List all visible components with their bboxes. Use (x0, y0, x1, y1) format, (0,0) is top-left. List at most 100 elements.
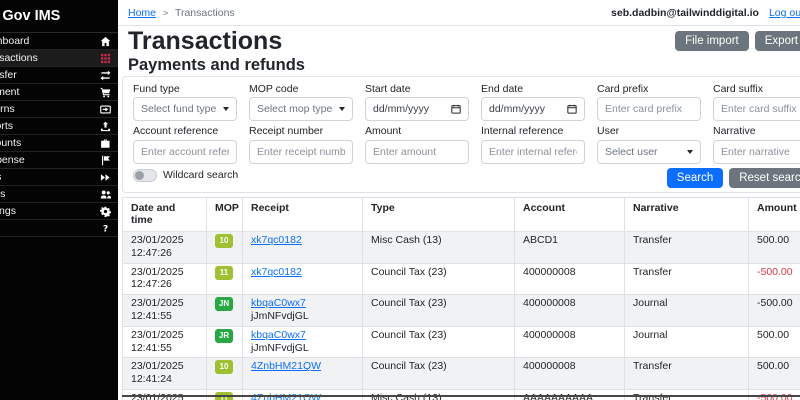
end-date-label: End date (481, 82, 524, 95)
sidebar-item-label: Transactions (0, 52, 38, 64)
card-suffix-input[interactable] (713, 97, 800, 122)
sidebar-item-imports[interactable]: Imports (0, 118, 118, 135)
sidebar-item-label: Imports (0, 120, 14, 132)
page-subtitle: Payments and refunds (128, 55, 305, 74)
account-cell: ABCD1 (514, 231, 625, 264)
receipt-number-label: Receipt number (249, 125, 324, 138)
card-suffix-field: Card suffix (713, 83, 800, 122)
fund-type-select[interactable]: Select fund type (133, 97, 237, 122)
amount-field: Amount (365, 125, 469, 164)
briefcase-icon (100, 138, 111, 149)
main-content: Home > Transactions seb.dadbin@tailwindd… (118, 0, 800, 400)
sidebar-item-help[interactable]: Help? (0, 220, 118, 237)
amount-cell: 500.00 (748, 325, 800, 359)
receipt-number-input[interactable] (249, 139, 353, 164)
sidebar-item-label: Suspense (0, 154, 25, 166)
receipt-link[interactable]: xk7qc0182 (251, 234, 302, 247)
sidebar-item-label: Settings (0, 205, 16, 217)
amount-input[interactable] (365, 139, 469, 164)
col-date-and-time: Date and time (122, 196, 207, 233)
sidebar-item-transactions[interactable]: Transactions (0, 50, 118, 67)
sidebar-item-payment[interactable]: Payment (0, 84, 118, 101)
app-brand: Digital Gov IMS (0, 0, 118, 33)
narrative-cell: Transfer (624, 231, 749, 264)
transfer-arrows-icon (100, 70, 111, 81)
amount-cell: -500.00 (748, 262, 800, 296)
sidebar-item-users[interactable]: Users (0, 186, 118, 203)
receipt-cell: kbqaC0wx7 jJmNFvdjGL (242, 325, 363, 359)
export-button[interactable]: Export (754, 31, 800, 51)
account-cell: 400000008 (514, 294, 625, 327)
mop-cell: JN (206, 294, 243, 327)
transactions-table: Date and time MOP Receipt Type Account Narrat… (122, 196, 800, 400)
receipt-link[interactable]: 4ZnbHM21QW (251, 360, 322, 373)
card-prefix-field: Card prefix (597, 83, 701, 122)
user-area: seb.dadbin@tailwinddigital.io Log out (611, 7, 800, 19)
logout-link[interactable]: Log out (768, 6, 800, 19)
card-suffix-label: Card suffix (713, 82, 763, 95)
col-account: Account (514, 196, 625, 233)
col-amount: Amount (£) (748, 196, 800, 233)
sidebar-item-dashboard[interactable]: Dashboard (0, 33, 118, 50)
receipt-link[interactable]: kbqaC0wx7 (251, 328, 306, 341)
sidebar-item-label: Users (0, 188, 6, 200)
double-chevron-icon (100, 172, 111, 183)
receipt-link[interactable]: kbqaC0wx7 (251, 297, 306, 310)
page-title: Transactions (128, 27, 283, 55)
sidebar-nav: Dashboard Transactions Transfer Payment Retu… (0, 33, 118, 237)
page-header: Transactions Payments and refunds File i… (118, 26, 800, 74)
start-date-label: Start date (365, 82, 411, 95)
select-placeholder: Select user (605, 145, 658, 158)
account-reference-input[interactable] (133, 139, 237, 164)
reset-search-button[interactable]: Reset search (729, 167, 800, 188)
amount-cell: 500.00 (748, 231, 800, 264)
calendar-icon[interactable] (567, 104, 577, 114)
file-import-button[interactable]: File import (675, 31, 749, 51)
receipt-cell: xk7qc0182 (242, 231, 363, 264)
user-field: User Select user (597, 125, 701, 164)
receipt-cell: 4ZnbHM21QW (242, 357, 363, 390)
col-narrative: Narrative (624, 196, 749, 233)
breadcrumb-separator: > (162, 7, 169, 18)
internal-reference-input[interactable] (481, 139, 585, 164)
table-row: 23/01/2025 12:41:55 JN kbqaC0wx7 jJmNFvdjGL… (122, 294, 800, 327)
wildcard-toggle[interactable]: Wildcard search (133, 168, 238, 182)
sidebar-item-transfer[interactable]: Transfer (0, 67, 118, 84)
receipt-cell: kbqaC0wx7 jJmNFvdjGL (242, 294, 363, 327)
breadcrumb-home-link[interactable]: Home (128, 6, 157, 19)
sidebar-item-fees[interactable]: Fees (0, 169, 118, 186)
mop-code-label: MOP code (249, 82, 299, 95)
date-value: dd/mm/yyyy (489, 103, 546, 116)
table-header-row: Date and time MOP Receipt Type Account Narrat… (122, 196, 800, 233)
user-select[interactable]: Select user (597, 139, 701, 164)
table-row: 23/01/2025 12:47:26 11 xk7qc0182 Council Ta… (122, 262, 800, 296)
toggle-switch-icon[interactable] (133, 168, 157, 182)
type-cell: Council Tax (23) (362, 294, 515, 327)
end-date-input[interactable]: dd/mm/yyyy (481, 97, 585, 122)
svg-text:?: ? (103, 223, 108, 233)
horizontal-scrollbar[interactable] (122, 395, 800, 397)
card-prefix-input[interactable] (597, 97, 701, 122)
receipt-internal-ref: jJmNFvdjGL (251, 341, 309, 354)
sidebar-item-accounts[interactable]: Accounts (0, 135, 118, 152)
mop-cell: JR (206, 325, 243, 359)
sidebar-item-label: Dashboard (0, 35, 30, 47)
start-date-input[interactable]: dd/mm/yyyy (365, 97, 469, 122)
datetime-cell: 23/01/2025 12:41:55 (122, 294, 207, 327)
narrative-cell: Journal (624, 325, 749, 359)
sidebar-item-label: Transfer (0, 69, 17, 81)
filter-panel: Fund type Select fund type MOP code Select … (122, 75, 800, 193)
account-cell: 400000008 (514, 262, 625, 296)
page-actions: File import Export (675, 31, 800, 51)
mop-badge: 10 (215, 360, 233, 375)
sidebar-item-settings[interactable]: Settings (0, 203, 118, 220)
sidebar-item-suspense[interactable]: Suspense (0, 152, 118, 169)
sidebar-item-returns[interactable]: Returns (0, 101, 118, 118)
receipt-link[interactable]: xk7qc0182 (251, 265, 302, 278)
narrative-input[interactable] (713, 139, 800, 164)
calendar-icon[interactable] (451, 104, 461, 114)
search-button[interactable]: Search (666, 167, 724, 188)
type-cell: Council Tax (23) (362, 357, 515, 390)
mop-code-select[interactable]: Select mop type (249, 97, 353, 122)
